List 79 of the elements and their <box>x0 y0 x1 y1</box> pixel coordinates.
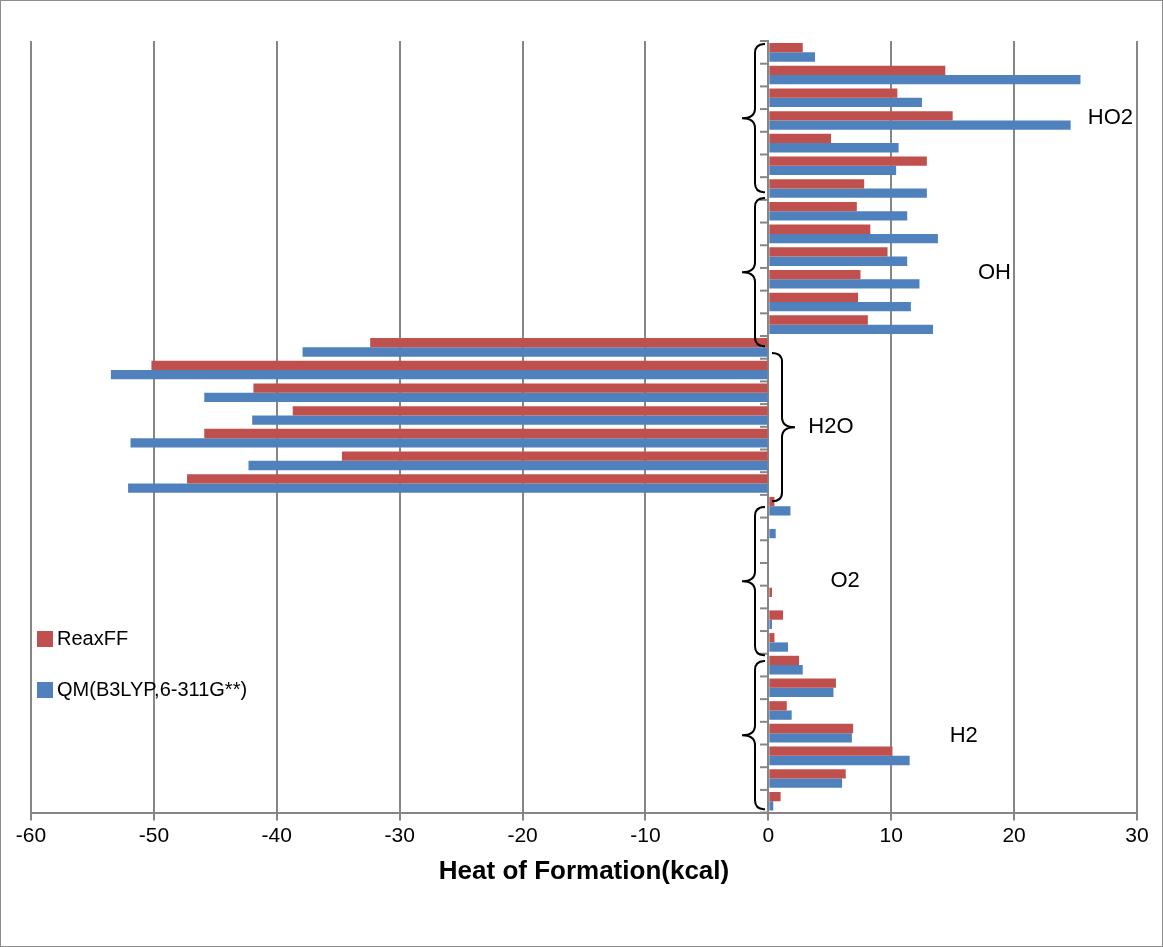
bar <box>769 233 938 244</box>
bar <box>769 165 897 176</box>
bar <box>769 315 868 325</box>
bar <box>769 506 791 516</box>
bar <box>204 428 768 439</box>
bar <box>187 474 768 484</box>
bar <box>769 755 910 766</box>
bar <box>204 392 768 403</box>
bar <box>769 97 922 108</box>
bar <box>151 360 768 371</box>
bar <box>769 687 834 698</box>
x-tick-label: -20 <box>507 823 538 846</box>
annotation: OH <box>977 258 1011 284</box>
x-tick-label: 0 <box>762 823 775 846</box>
x-tick-label: -50 <box>138 823 170 846</box>
bar <box>769 801 774 811</box>
bar <box>769 619 773 630</box>
bar <box>302 347 768 357</box>
legend-label: QM(B3LYP,6-311G**) <box>56 678 248 702</box>
bar <box>769 528 776 539</box>
bar <box>769 88 898 98</box>
bar <box>769 633 775 643</box>
bar <box>769 188 927 198</box>
bar <box>769 269 861 280</box>
bar <box>769 156 927 166</box>
bar <box>769 769 846 779</box>
bar <box>769 642 788 652</box>
bar <box>769 224 871 234</box>
bar <box>253 383 768 393</box>
bar <box>769 665 803 675</box>
bar <box>769 655 800 666</box>
bar <box>128 483 768 493</box>
legend-label: ReaxFF <box>56 627 130 651</box>
bar <box>769 723 854 734</box>
bar <box>769 701 787 711</box>
bar <box>769 610 784 620</box>
bar <box>769 211 908 221</box>
bar <box>370 338 768 348</box>
x-axis-title: Heat of Formation(kcal) <box>438 854 730 885</box>
bar <box>248 460 768 471</box>
annotation: O2 <box>830 567 860 593</box>
bar <box>769 201 857 212</box>
bar <box>769 678 836 688</box>
bar <box>341 451 768 461</box>
annotation: HO2 <box>1087 104 1134 130</box>
bar <box>769 587 773 598</box>
annotation: H2 <box>949 721 978 747</box>
bar <box>769 301 911 312</box>
bar <box>769 133 832 144</box>
x-tick-label: -60 <box>15 823 47 846</box>
bar <box>110 370 768 380</box>
annotation: H2O <box>808 412 854 438</box>
bar <box>769 143 899 153</box>
x-tick-label: 10 <box>879 823 903 846</box>
x-tick-label: -40 <box>261 823 292 846</box>
bar <box>769 179 865 189</box>
bar <box>130 438 768 448</box>
x-tick-label: -10 <box>630 823 661 846</box>
bar <box>769 279 920 289</box>
bar <box>769 746 893 756</box>
bar <box>769 43 803 53</box>
bar <box>769 256 908 266</box>
bar <box>769 733 852 743</box>
x-tick-label: 30 <box>1125 823 1149 846</box>
bar <box>769 75 1081 85</box>
bar <box>769 778 843 788</box>
x-tick-label: 20 <box>1002 823 1026 846</box>
x-tick-label: -30 <box>384 823 415 846</box>
bar <box>769 52 816 62</box>
bar <box>769 120 1071 130</box>
bar <box>769 710 792 720</box>
bar <box>769 111 953 121</box>
bar <box>769 292 859 302</box>
bar <box>769 791 781 802</box>
bar <box>769 247 888 257</box>
bar <box>292 406 768 416</box>
bar <box>769 324 933 334</box>
bar <box>769 65 946 76</box>
bar <box>252 415 768 425</box>
